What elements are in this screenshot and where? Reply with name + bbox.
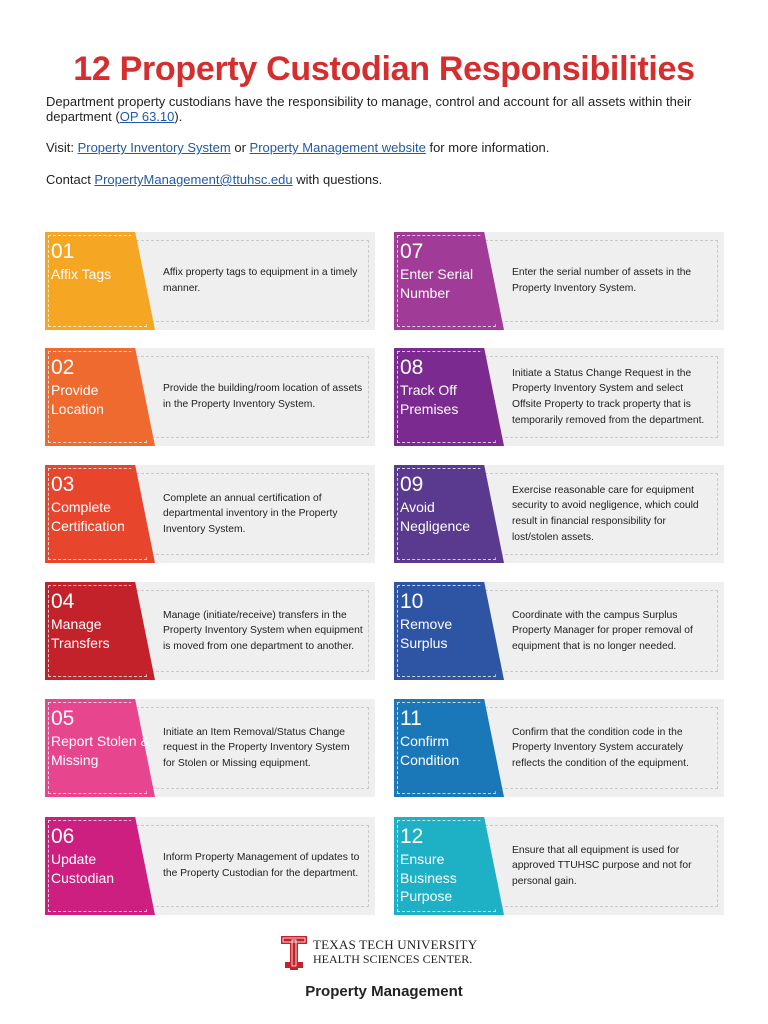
visit-prefix: Visit: [46, 140, 78, 155]
contact-suffix: with questions. [292, 172, 383, 187]
visit-line: Visit: Property Inventory System or Prop… [46, 140, 726, 155]
card-description: Initiate a Status Change Request in the … [512, 367, 705, 426]
university-name: TEXAS TECH UNIVERSITY [313, 937, 478, 952]
card-label: Complete Certification [51, 499, 125, 534]
contact-line: Contact PropertyManagement@ttuhsc.edu wi… [46, 172, 726, 187]
card-label: Remove Surplus [400, 616, 453, 651]
card-number: 12 [400, 825, 424, 848]
card-tab [45, 817, 155, 915]
card-label: Avoid Negligence [400, 499, 471, 534]
card-number: 01 [51, 240, 75, 263]
card-number: 05 [51, 707, 75, 730]
intro-paragraph: Department property custodians have the … [46, 94, 726, 124]
responsibility-card-03: 03 Complete Certification Complete an an… [45, 465, 375, 563]
card-description: Ensure that all equipment is used for ap… [512, 844, 692, 887]
card-tab [394, 348, 504, 446]
card-number: 07 [400, 240, 424, 263]
card-tab [394, 699, 504, 797]
card-tab [45, 699, 155, 797]
page-title: 12 Property Custodian Responsibilities [73, 50, 695, 88]
card-number: 10 [400, 590, 424, 613]
intro-text: Department property custodians have the … [46, 94, 692, 124]
card-tab [45, 465, 155, 563]
visit-suffix: for more information. [425, 140, 550, 155]
card-description: Manage (initiate/receive) transfers in t… [163, 609, 363, 652]
card-label: Manage Transfers [51, 616, 110, 651]
card-number: 11 [400, 707, 422, 730]
card-number: 08 [400, 356, 424, 379]
card-label: Confirm Condition [400, 733, 460, 768]
card-label: Ensure Business Purpose [400, 851, 457, 904]
card-tab [394, 232, 504, 330]
card-number: 04 [51, 590, 75, 613]
card-description: Provide the building/room location of as… [163, 383, 363, 410]
responsibility-card-07: 07 Enter Serial Number Enter the serial … [394, 232, 724, 330]
card-label: Report Stolen & Missing [51, 733, 150, 768]
responsibility-card-12: 12 Ensure Business Purpose Ensure that a… [394, 817, 724, 915]
card-description: Exercise reasonable care for equipment s… [512, 484, 699, 543]
department-name: Property Management [305, 983, 463, 1000]
responsibility-card-09: 09 Avoid Negligence Exercise reasonable … [394, 465, 724, 563]
card-description: Initiate an Item Removal/Status Change r… [163, 726, 350, 769]
card-label: Update Custodian [51, 851, 115, 886]
card-tab [45, 348, 155, 446]
card-label: Affix Tags [51, 266, 112, 282]
responsibility-card-06: 06 Update Custodian Inform Property Mana… [45, 817, 375, 915]
op-policy-link[interactable]: OP 63.10 [119, 109, 175, 124]
card-description: Confirm that the condition code in the P… [512, 726, 689, 769]
responsibility-card-10: 10 Remove Surplus Coordinate with the ca… [394, 582, 724, 680]
card-number: 03 [51, 473, 75, 496]
card-description: Enter the serial number of assets in the… [512, 267, 692, 294]
responsibility-card-08: 08 Track Off Premises Initiate a Status … [394, 348, 724, 446]
card-label: Enter Serial Number [400, 266, 474, 301]
responsibility-card-11: 11 Confirm Condition Confirm that the co… [394, 699, 724, 797]
card-tab [394, 465, 504, 563]
contact-prefix: Contact [46, 172, 95, 187]
health-sciences-center: HEALTH SCIENCES CENTER. [313, 952, 473, 966]
card-number: 06 [51, 825, 75, 848]
property-inventory-system-link[interactable]: Property Inventory System [77, 140, 231, 155]
double-t-logo-icon [281, 936, 307, 970]
card-description: Coordinate with the campus Surplus Prope… [512, 609, 693, 652]
card-description: Inform Property Management of updates to… [163, 852, 360, 879]
responsibility-card-02: 02 Provide Location Provide the building… [45, 348, 375, 446]
intro-end: ). [174, 109, 183, 124]
card-tab [394, 582, 504, 680]
card-label: Track Off Premises [400, 382, 459, 417]
visit-or: or [230, 140, 250, 155]
responsibility-card-05: 05 Report Stolen & Missing Initiate an I… [45, 699, 375, 797]
card-number: 02 [51, 356, 75, 379]
contact-email-link[interactable]: PropertyManagement@ttuhsc.edu [94, 172, 293, 187]
card-description: Affix property tags to equipment in a ti… [163, 267, 358, 294]
card-tab [394, 817, 504, 915]
card-tab [45, 232, 155, 330]
responsibility-card-01: 01 Affix Tags Affix property tags to equ… [45, 232, 375, 330]
property-management-website-link[interactable]: Property Management website [249, 140, 426, 155]
card-description: Complete an annual certification of depa… [163, 492, 338, 535]
responsibility-card-04: 04 Manage Transfers Manage (initiate/rec… [45, 582, 375, 680]
card-tab [45, 582, 155, 680]
card-number: 09 [400, 473, 424, 496]
card-label: Provide Location [51, 382, 104, 417]
